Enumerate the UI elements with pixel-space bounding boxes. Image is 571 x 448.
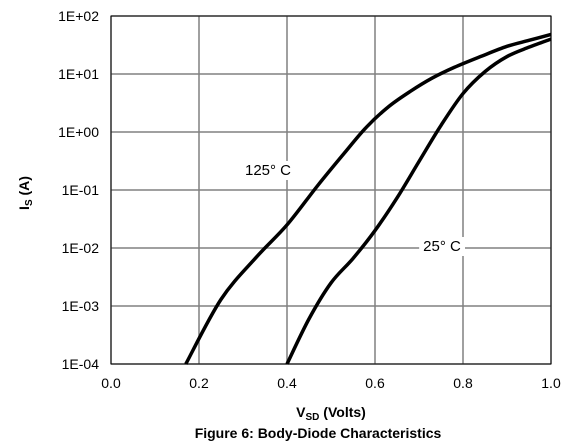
y-tick-label: 1E-02 xyxy=(62,240,100,256)
y-tick-label: 1E+00 xyxy=(58,124,99,140)
y-tick-label: 1E-04 xyxy=(62,356,100,372)
x-axis-title: VSD (Volts) xyxy=(296,404,366,423)
x-tick-label: 0.0 xyxy=(101,375,121,391)
y-tick-label: 1E+02 xyxy=(58,8,99,24)
figure-caption: Figure 6: Body-Diode Characteristics xyxy=(195,425,442,441)
x-tick-label: 1.0 xyxy=(541,375,561,391)
series-label-background xyxy=(240,161,296,180)
series-label-125c: 125° C xyxy=(245,162,291,179)
y-tick-label: 1E-03 xyxy=(62,298,100,314)
series-label-background xyxy=(419,237,466,256)
x-axis-title-subscript: SD xyxy=(306,412,320,423)
series-label-25c: 25° C xyxy=(423,238,461,255)
y-axis-title-rest: (A) xyxy=(16,176,32,199)
x-axis-title-main: V xyxy=(296,404,306,420)
grid-lines xyxy=(110,15,552,365)
x-tick-label: 0.8 xyxy=(453,375,473,391)
series-line-125c xyxy=(184,32,552,365)
plot-area-frame xyxy=(110,15,552,365)
y-axis-title: IS (A) xyxy=(16,176,35,210)
y-axis-title-main: I xyxy=(16,206,32,210)
x-axis-title-rest: (Volts) xyxy=(319,404,365,420)
y-tick-label: 1E-01 xyxy=(62,182,100,198)
y-tick-label: 1E+01 xyxy=(58,66,99,82)
x-tick-label: 0.2 xyxy=(189,375,209,391)
series-line-25c xyxy=(285,37,552,365)
x-tick-labels: 0.0 0.2 0.4 0.6 0.8 1.0 xyxy=(101,375,561,391)
x-tick-label: 0.6 xyxy=(365,375,385,391)
y-tick-labels: 1E-04 1E-03 1E-02 1E-01 1E+00 1E+01 1E+02 xyxy=(58,8,99,372)
series-layer xyxy=(184,32,552,365)
y-axis-title-subscript: S xyxy=(24,199,35,206)
x-tick-label: 0.4 xyxy=(277,375,297,391)
